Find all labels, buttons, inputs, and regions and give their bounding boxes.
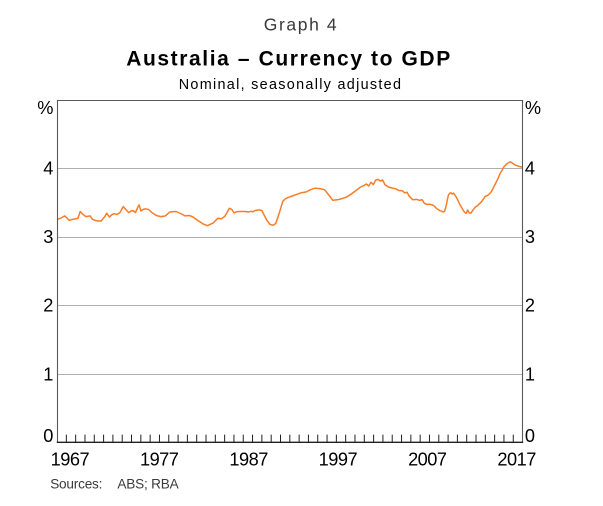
svg-text:1977: 1977 <box>140 449 179 469</box>
svg-text:Nominal, seasonally adjusted: Nominal, seasonally adjusted <box>179 77 403 93</box>
svg-text:%: % <box>525 98 541 118</box>
svg-text:2007: 2007 <box>408 449 447 469</box>
svg-text:4: 4 <box>525 158 535 178</box>
svg-text:0: 0 <box>525 426 535 446</box>
svg-text:4: 4 <box>43 158 53 178</box>
svg-text:1: 1 <box>43 364 53 384</box>
svg-text:2017: 2017 <box>497 449 536 469</box>
svg-text:2: 2 <box>525 296 535 316</box>
svg-text:1: 1 <box>525 364 535 384</box>
svg-text:Sources:ABS; RBA: Sources: ABS; RBA <box>50 477 179 492</box>
svg-text:%: % <box>37 98 53 118</box>
svg-text:Australia – Currency to GDP: Australia – Currency to GDP <box>126 48 452 71</box>
svg-text:3: 3 <box>525 227 535 247</box>
svg-text:1997: 1997 <box>319 449 358 469</box>
svg-text:Graph 4: Graph 4 <box>264 15 338 35</box>
svg-text:3: 3 <box>43 227 53 247</box>
svg-text:1987: 1987 <box>229 449 268 469</box>
svg-text:2: 2 <box>43 296 53 316</box>
svg-text:0: 0 <box>43 426 53 446</box>
svg-text:1967: 1967 <box>51 449 90 469</box>
